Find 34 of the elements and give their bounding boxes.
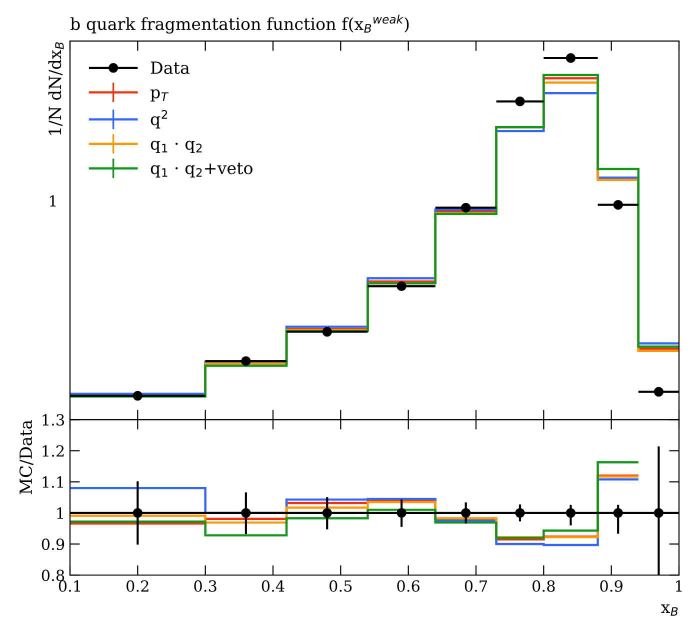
- point: [460, 202, 471, 213]
- x-tick-label: 0.3: [194, 580, 216, 592]
- x-tick-label: 0.2: [126, 580, 148, 592]
- point: [132, 390, 143, 401]
- point: [515, 96, 525, 106]
- x-tick-label: 1: [676, 580, 682, 592]
- legend-label: q$^{2}$: [150, 110, 168, 129]
- y-tick-label: 1: [57, 507, 63, 519]
- point: [396, 281, 406, 292]
- x-tick-label: 0.8: [532, 580, 555, 592]
- x-tick-label: 0.4: [262, 580, 284, 592]
- legend-label: Data: [150, 62, 190, 74]
- legend-label: q$_{1}$ · q$_{2}$+veto: [150, 162, 252, 178]
- y-axis-title: MC/Data: [19, 420, 34, 494]
- point: [241, 356, 251, 366]
- point: [566, 53, 576, 63]
- x-tick-label: 0.5: [330, 580, 352, 592]
- x-axis-title: x$_{B}$: [661, 604, 678, 616]
- chart-title: b quark fragmentation function f(x$_{B}$$^{weak}$): [70, 14, 409, 34]
- x-tick-label: 0.7: [464, 580, 488, 592]
- y-tick-label: 0.8: [42, 570, 64, 582]
- y-tick-label: 1.3: [42, 414, 64, 426]
- y-tick-label: 1.2: [42, 445, 64, 457]
- legend-label: p$_{T}$: [150, 89, 169, 102]
- x-tick-label: 0.9: [600, 580, 622, 592]
- y-tick-label: 0.9: [42, 538, 64, 550]
- point: [654, 386, 664, 397]
- point: [613, 200, 623, 210]
- x-tick-label: 0.1: [58, 580, 80, 592]
- point: [322, 326, 332, 337]
- y-axis-title: 1/N dN/dx$_{B}$: [48, 42, 64, 135]
- legend-label: q$_{1}$ · q$_{2}$: [150, 140, 202, 154]
- x-tick-label: 0.6: [397, 580, 420, 592]
- y-tick-label: 1.1: [42, 476, 63, 488]
